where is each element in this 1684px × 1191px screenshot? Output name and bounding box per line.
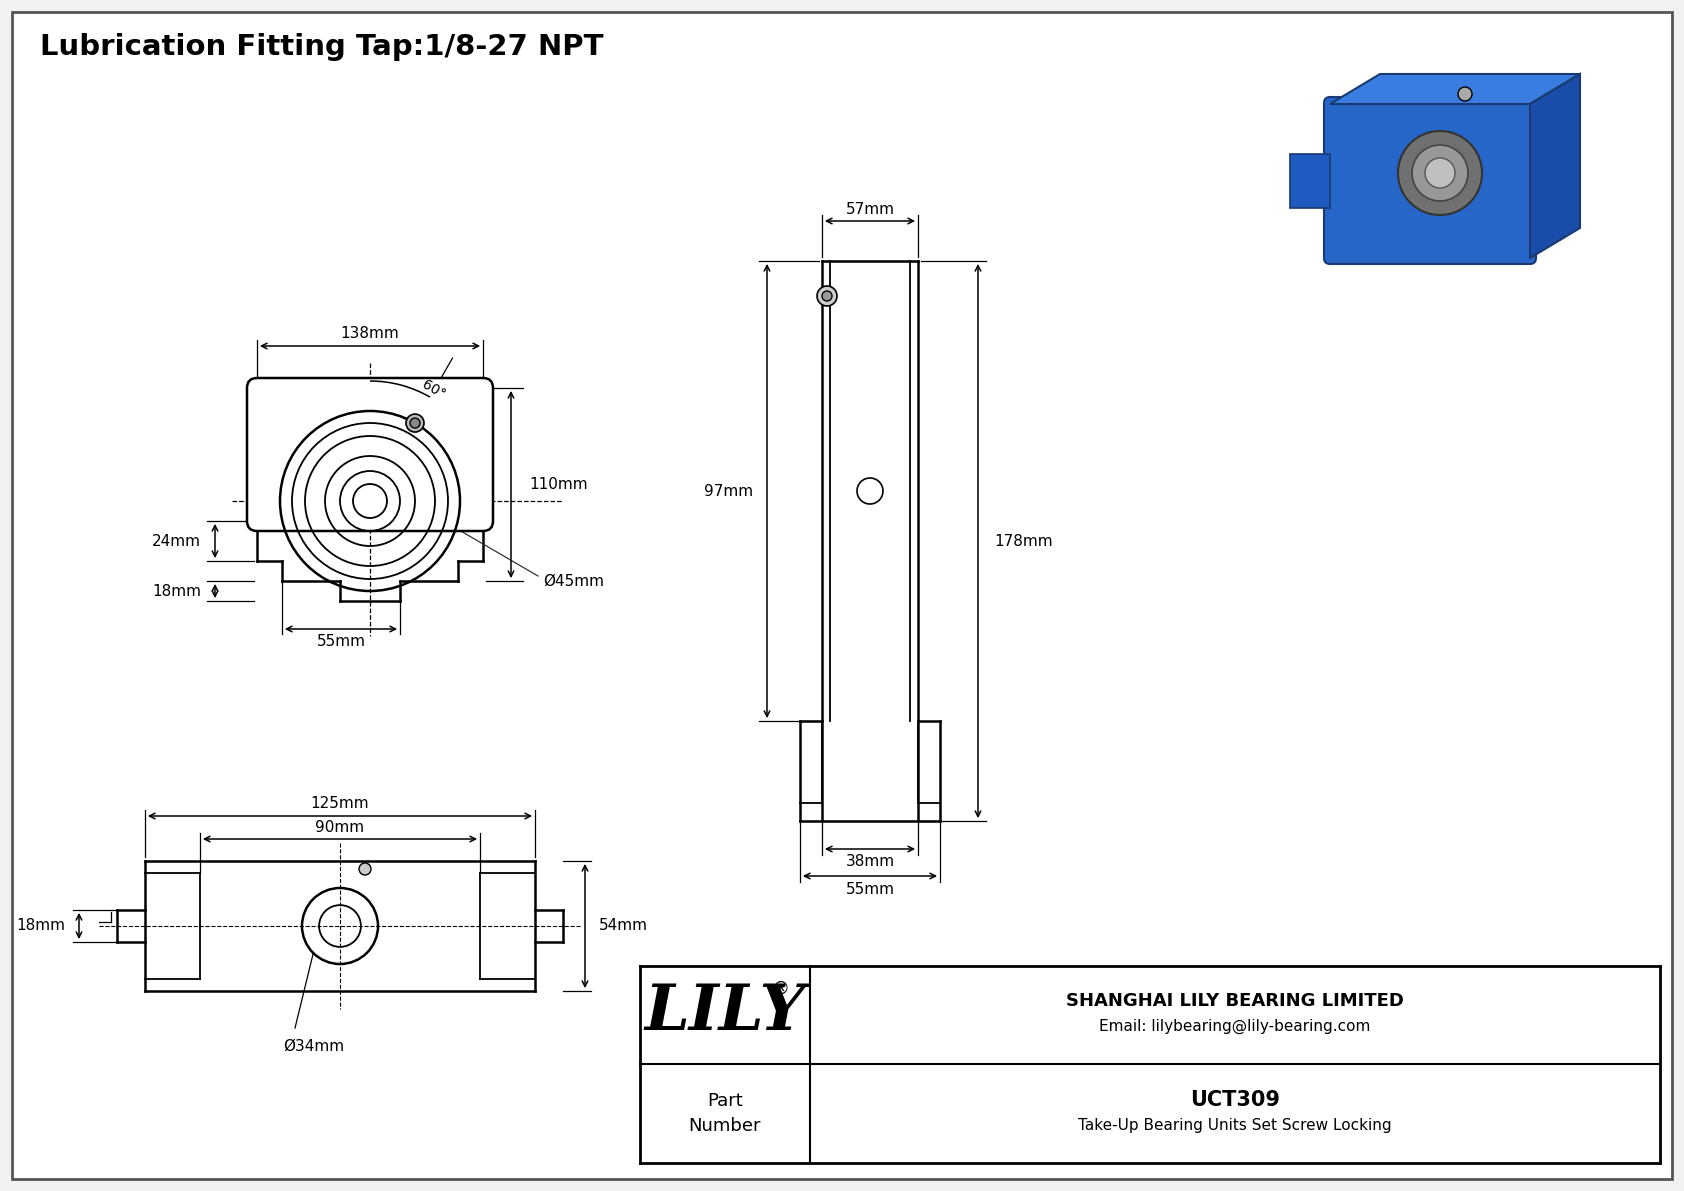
Text: Lubrication Fitting Tap:1/8-27 NPT: Lubrication Fitting Tap:1/8-27 NPT	[40, 33, 603, 61]
Text: 54mm: 54mm	[600, 918, 648, 934]
Polygon shape	[1330, 74, 1580, 104]
Circle shape	[822, 291, 832, 301]
Text: 110mm: 110mm	[529, 478, 588, 492]
Polygon shape	[1290, 154, 1330, 208]
Text: Ø45mm: Ø45mm	[542, 574, 605, 588]
Text: 38mm: 38mm	[845, 854, 894, 869]
Circle shape	[1425, 158, 1455, 188]
Text: Email: lilybearing@lily-bearing.com: Email: lilybearing@lily-bearing.com	[1100, 1018, 1371, 1034]
Polygon shape	[1531, 154, 1569, 208]
Circle shape	[1458, 87, 1472, 101]
FancyBboxPatch shape	[248, 378, 493, 531]
Text: 55mm: 55mm	[317, 635, 365, 649]
Text: ®: ®	[771, 980, 790, 998]
Text: 18mm: 18mm	[152, 584, 200, 599]
Text: LILY: LILY	[645, 983, 805, 1043]
Circle shape	[406, 414, 424, 432]
FancyBboxPatch shape	[1324, 96, 1536, 264]
Text: 125mm: 125mm	[310, 797, 369, 811]
Text: Take-Up Bearing Units Set Screw Locking: Take-Up Bearing Units Set Screw Locking	[1078, 1118, 1391, 1133]
Polygon shape	[1531, 74, 1580, 258]
Text: 24mm: 24mm	[152, 534, 200, 549]
Text: Ø34mm: Ø34mm	[283, 1039, 344, 1054]
Text: 57mm: 57mm	[845, 201, 894, 217]
Text: 55mm: 55mm	[845, 881, 894, 897]
Text: SHANGHAI LILY BEARING LIMITED: SHANGHAI LILY BEARING LIMITED	[1066, 992, 1404, 1010]
Text: 60°: 60°	[419, 378, 448, 403]
Text: Part
Number: Part Number	[689, 1092, 761, 1135]
FancyBboxPatch shape	[12, 12, 1672, 1179]
Text: 178mm: 178mm	[994, 534, 1052, 549]
Text: 138mm: 138mm	[340, 326, 399, 342]
Text: UCT309: UCT309	[1191, 1091, 1280, 1110]
Circle shape	[817, 286, 837, 306]
Text: 90mm: 90mm	[315, 819, 364, 835]
Circle shape	[1398, 131, 1482, 216]
Text: 97mm: 97mm	[704, 484, 753, 499]
Circle shape	[1411, 145, 1468, 201]
Circle shape	[409, 418, 419, 428]
Circle shape	[359, 863, 370, 875]
Text: 18mm: 18mm	[17, 918, 66, 934]
